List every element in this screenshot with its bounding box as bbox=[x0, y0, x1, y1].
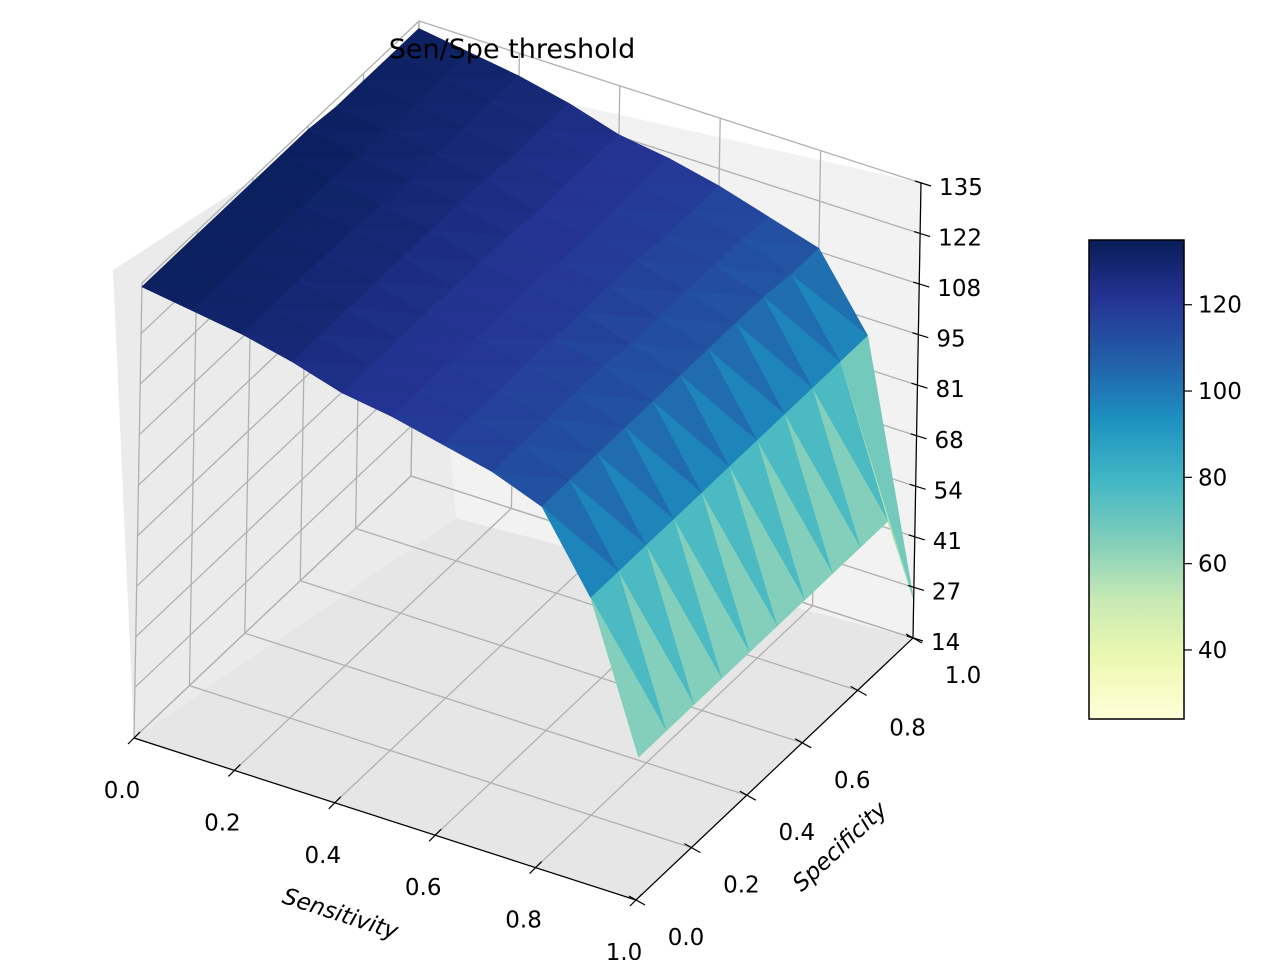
z-tick-label: 41 bbox=[933, 529, 962, 555]
z-tick bbox=[913, 281, 930, 288]
z-tick bbox=[913, 230, 931, 238]
y-tick bbox=[850, 685, 867, 696]
y-tick-label: 0.6 bbox=[834, 768, 871, 794]
x-tick bbox=[428, 828, 442, 842]
y-tick-label: 1.0 bbox=[945, 663, 982, 689]
z-tick-label: 27 bbox=[932, 579, 961, 605]
y-axis-label: Specificity bbox=[788, 797, 893, 897]
colorbar-tick-label: 100 bbox=[1198, 379, 1242, 405]
x-tick bbox=[227, 763, 241, 777]
y-tick-label: 0.2 bbox=[723, 873, 760, 899]
z-tick-label: 14 bbox=[931, 630, 960, 656]
y-tick-label: 0.0 bbox=[668, 925, 705, 951]
x-tick-label: 1.0 bbox=[606, 940, 643, 960]
z-tick bbox=[908, 534, 925, 541]
colorbar: 40 60 80 100 120 bbox=[1088, 239, 1242, 720]
x-tick-label: 0.8 bbox=[505, 908, 542, 934]
z-tick bbox=[909, 483, 926, 490]
z-tick bbox=[906, 635, 924, 642]
y-tick bbox=[628, 895, 646, 906]
y-tick-label: 0.4 bbox=[779, 820, 816, 846]
z-tick-label: 108 bbox=[937, 276, 981, 302]
z-tick bbox=[912, 332, 929, 339]
z-axis-line bbox=[912, 182, 922, 639]
colorbar-tick-label: 60 bbox=[1198, 552, 1227, 578]
colorbar-tick-label: 40 bbox=[1198, 638, 1227, 664]
z-tick-label: 81 bbox=[935, 377, 964, 403]
surface bbox=[141, 28, 915, 758]
z-tick bbox=[911, 382, 928, 389]
z-tick bbox=[910, 433, 927, 440]
colorbar-gradient bbox=[1089, 240, 1184, 719]
colorbar-tick-label: 80 bbox=[1198, 465, 1227, 491]
z-tick bbox=[914, 180, 932, 187]
axes bbox=[133, 182, 922, 901]
y-axis-line bbox=[635, 637, 914, 901]
grid-line-z bbox=[141, 20, 922, 284]
z-tick-label: 95 bbox=[936, 327, 965, 353]
x-tick bbox=[328, 796, 342, 810]
y-tick bbox=[739, 790, 757, 801]
x-tick bbox=[127, 731, 141, 745]
x-axis-label: Sensitivity bbox=[279, 883, 401, 945]
z-tick-label: 135 bbox=[939, 175, 983, 201]
x-axis-line bbox=[133, 737, 637, 901]
colorbar-ticks: 40 60 80 100 120 bbox=[1184, 293, 1242, 664]
x-tick-label: 0.2 bbox=[204, 810, 241, 836]
x-tick bbox=[529, 861, 543, 875]
y-tick-label: 0.8 bbox=[889, 715, 926, 741]
z-tick-label: 122 bbox=[938, 226, 982, 252]
colorbar-tick-label: 120 bbox=[1198, 293, 1242, 319]
x-tick-label: 0.4 bbox=[305, 843, 342, 869]
x-tick-label: 0.6 bbox=[405, 875, 442, 901]
z-tick-label: 54 bbox=[934, 478, 963, 504]
y-tick bbox=[684, 843, 701, 854]
chart-title: Sen/Spe threshold bbox=[389, 34, 636, 65]
z-tick bbox=[907, 584, 925, 592]
surface-facet bbox=[590, 597, 667, 758]
z-tick-label: 68 bbox=[935, 428, 964, 454]
ticks: 0.0 0.2 0.4 0.6 0.8 1.0 0.0 0.2 0.4 0.6 0.8 1.0 14 27… bbox=[104, 175, 983, 960]
colorbar-frame bbox=[1088, 239, 1185, 720]
y-tick bbox=[794, 738, 812, 749]
x-tick-label: 0.0 bbox=[104, 778, 141, 804]
